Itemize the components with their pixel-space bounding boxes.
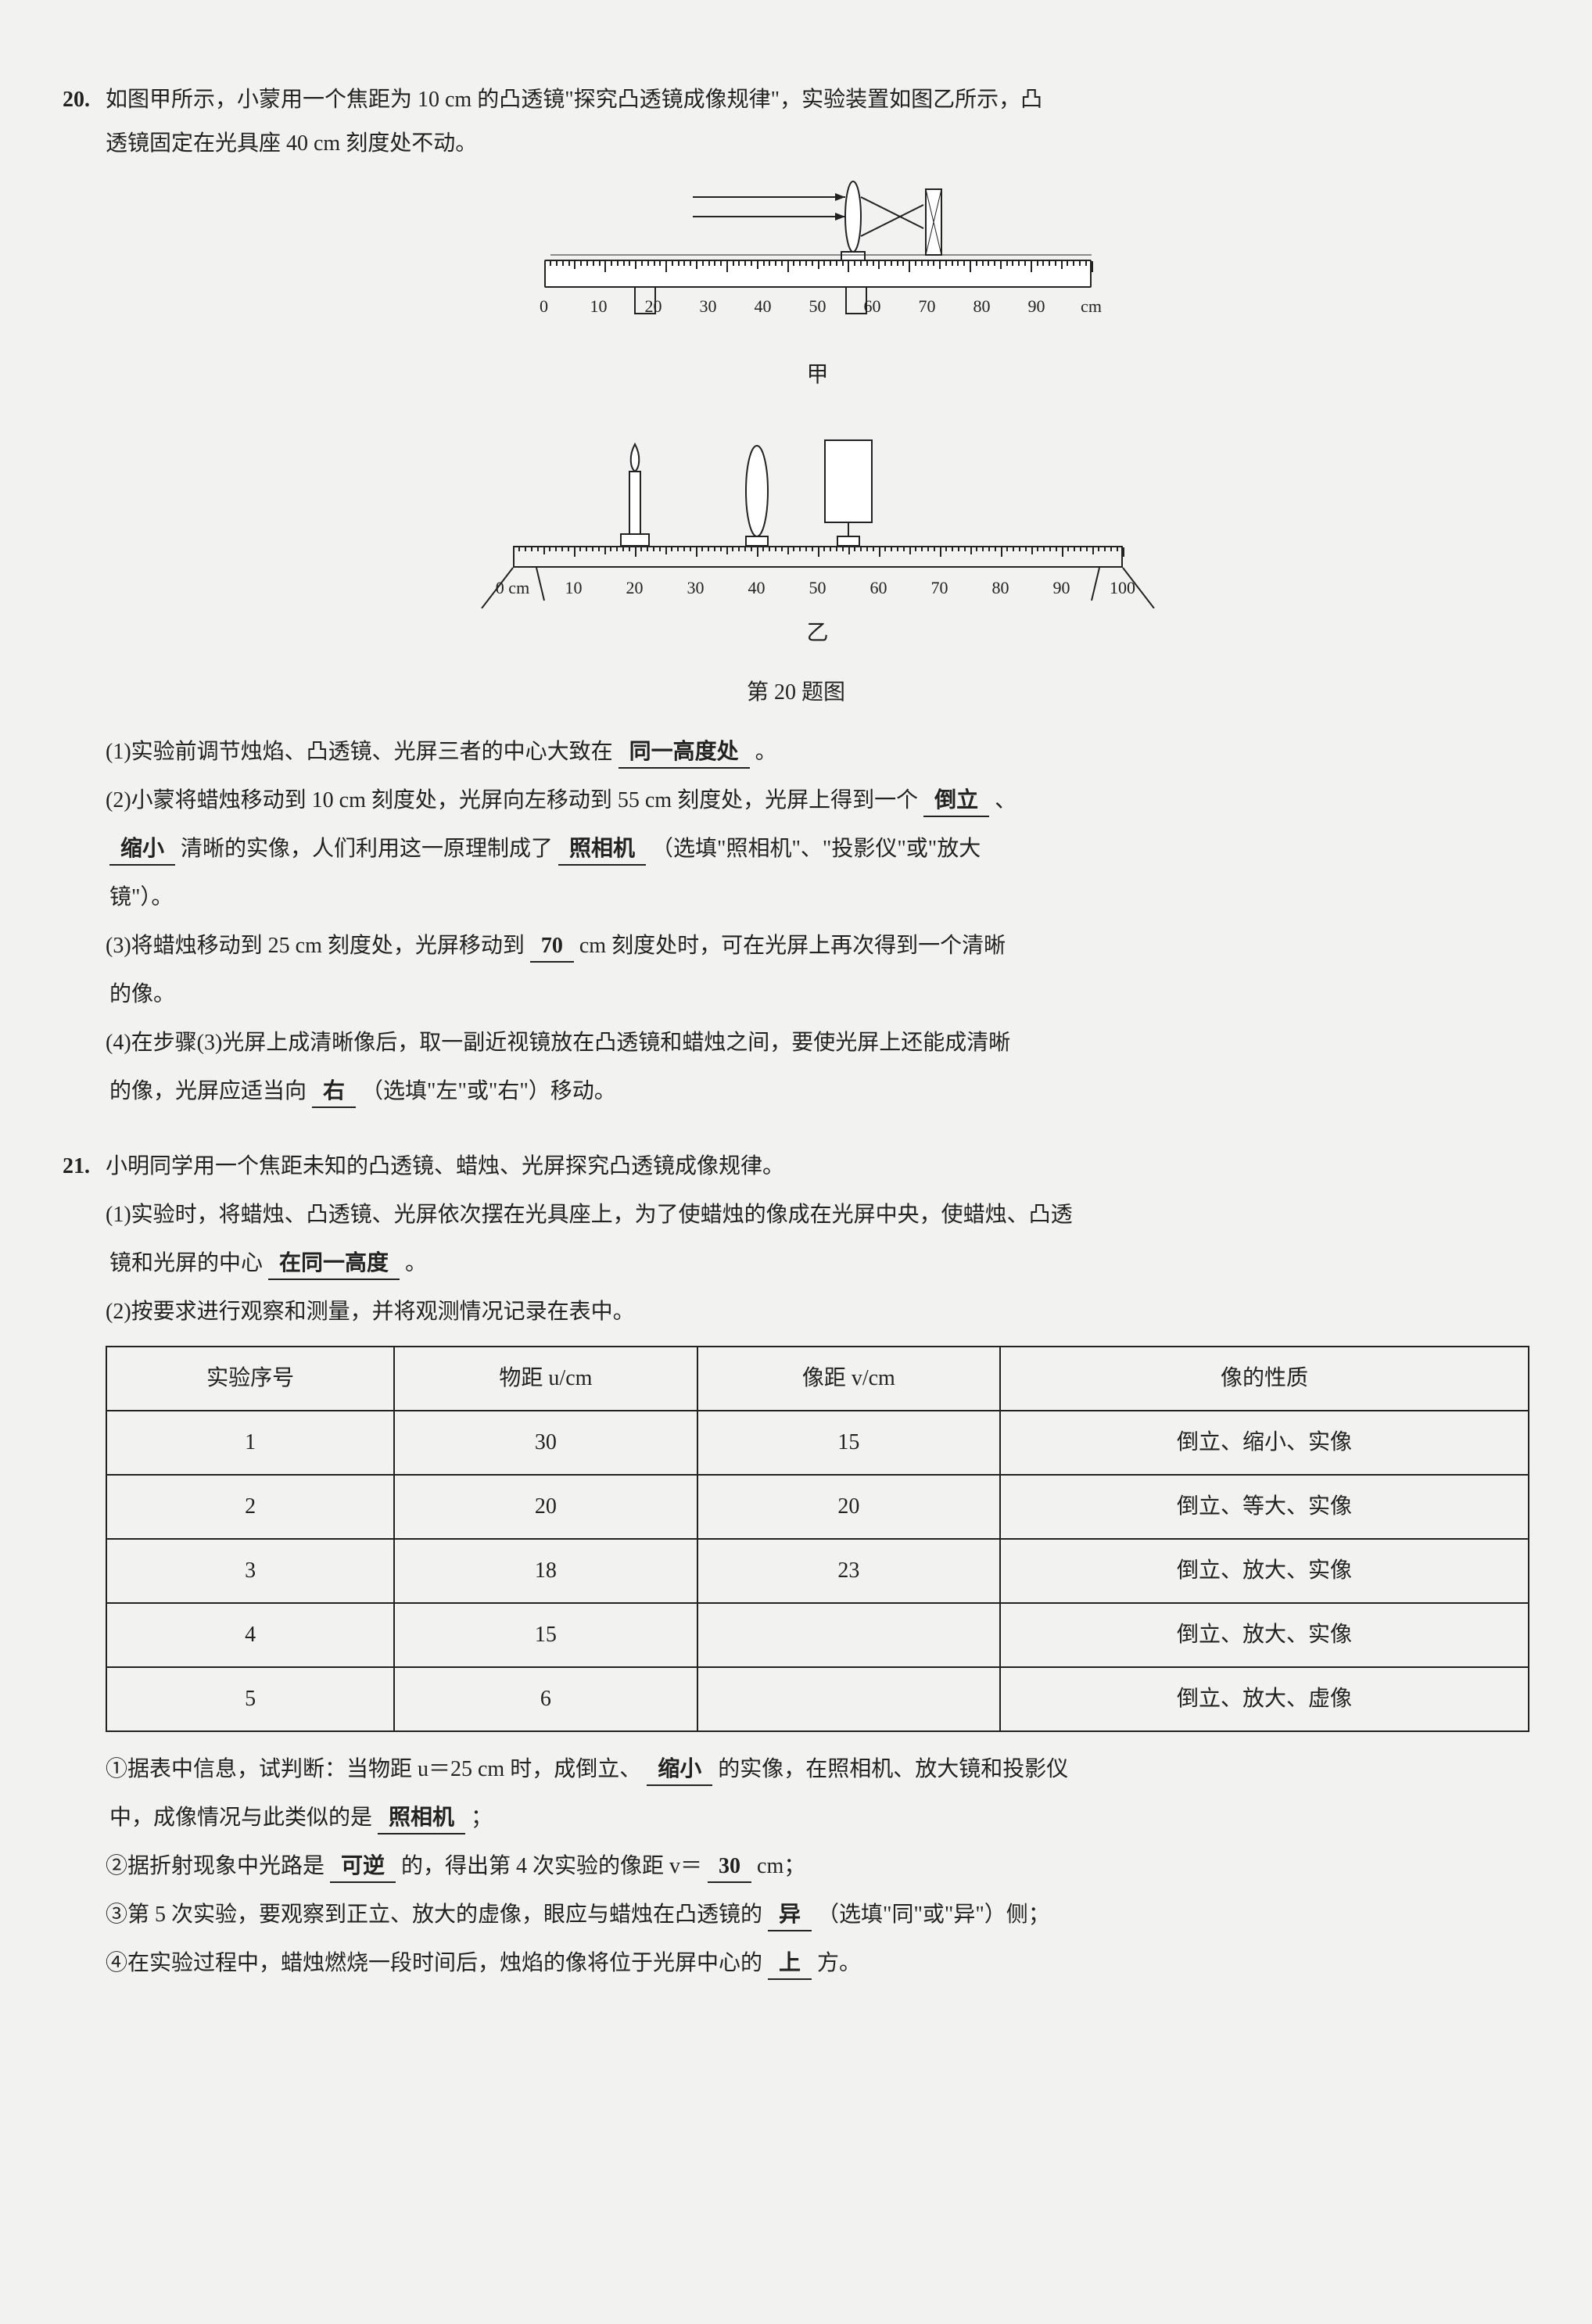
table-cell: 15 [697, 1411, 1000, 1475]
table-cell: 15 [394, 1603, 697, 1667]
q21-c4-ans: 上 [768, 1948, 812, 1980]
q21-c4-pre: ④在实验过程中，蜡烛燃烧一段时间后，烛焰的像将位于光屏中心的 [106, 1951, 762, 1975]
q21-c1: ①据表中信息，试判断：当物距 u＝25 cm 时，成倒立、 缩小 的实像，在照相… [63, 1748, 1529, 1791]
table-cell: 3 [106, 1539, 394, 1603]
q21-c2-ans1: 可逆 [330, 1851, 396, 1883]
table-cell: 倒立、缩小、实像 [1000, 1411, 1529, 1475]
q20-p3-ans: 70 [530, 931, 574, 963]
q20-p3-post: cm 刻度处时，可在光屏上再次得到一个清晰 [579, 934, 1006, 958]
table-cell: 4 [106, 1603, 394, 1667]
table-cell: 20 [394, 1475, 697, 1539]
q21-c1-mid: 的实像，在照相机、放大镜和投影仪 [718, 1757, 1068, 1781]
q20-p2-post2: 镜"）。 [109, 885, 173, 909]
q20-p4-l2pre: 的像，光屏应适当向 [109, 1079, 307, 1103]
table-cell: 2 [106, 1475, 394, 1539]
table-header: 实验序号 [106, 1347, 394, 1411]
q21-c1-l2pre: 中，成像情况与此类似的是 [109, 1806, 372, 1830]
q20-p1-pre: (1)实验前调节烛焰、凸透镜、光屏三者的中心大致在 [106, 740, 613, 764]
q20-p2-mid2: 清晰的实像，人们利用这一原理制成了 [181, 837, 553, 861]
q20-p4-ans: 右 [312, 1076, 356, 1108]
q20-p4-l2post: （选填"左"或"右"）移动。 [361, 1079, 616, 1103]
q20-stem-line2: 透镜固定在光具座 40 cm 刻度处不动。 [106, 131, 477, 156]
q20-p2-pre: (2)小蒙将蜡烛移动到 10 cm 刻度处，光屏向左移动到 55 cm 刻度处，… [106, 788, 918, 812]
q21-c2: ②据折射现象中光路是 可逆 的，得出第 4 次实验的像距 v＝ 30 cm； [63, 1845, 1529, 1888]
table-header: 物距 u/cm [394, 1347, 697, 1411]
q21-c2-post: cm； [757, 1854, 805, 1878]
q20-part3: (3)将蜡烛移动到 25 cm 刻度处，光屏移动到 70 cm 刻度处时，可在光… [63, 924, 1529, 968]
q20-part1: (1)实验前调节烛焰、凸透镜、光屏三者的中心大致在 同一高度处 。 [63, 730, 1529, 774]
q21-part2-text: (2)按要求进行观察和测量，并将观测情况记录在表中。 [63, 1290, 1529, 1334]
fig-jia-label: 甲 [106, 353, 1529, 397]
table-cell: 倒立、放大、实像 [1000, 1603, 1529, 1667]
q21-c4-post: 方。 [817, 1951, 861, 1975]
q21-p1-ans: 在同一高度 [268, 1248, 400, 1280]
table-header: 像距 v/cm [697, 1347, 1000, 1411]
figure-jia: 0102030405060708090cm 甲 [63, 174, 1529, 655]
table-cell [697, 1603, 1000, 1667]
q20-part4: (4)在步骤(3)光屏上成清晰像后，取一副近视镜放在凸透镜和蜡烛之间，要使光屏上… [63, 1021, 1529, 1065]
table-cell: 18 [394, 1539, 697, 1603]
table-cell: 倒立、放大、实像 [1000, 1539, 1529, 1603]
fig-yi-label: 乙 [106, 611, 1529, 655]
q21-table: 实验序号物距 u/cm像距 v/cm像的性质 13015倒立、缩小、实像2202… [106, 1346, 1529, 1732]
table-cell: 倒立、放大、虚像 [1000, 1667, 1529, 1731]
q21-c1-ans2: 照相机 [378, 1802, 465, 1834]
q20-p2-mid1: 、 [995, 788, 1017, 812]
q21-c1-ans1: 缩小 [647, 1754, 712, 1786]
q21-c2-ans2: 30 [708, 1851, 751, 1883]
table-row: 31823倒立、放大、实像 [106, 1539, 1529, 1603]
q20-part2: (2)小蒙将蜡烛移动到 10 cm 刻度处，光屏向左移动到 55 cm 刻度处，… [63, 779, 1529, 823]
q21-c3-ans: 异 [768, 1899, 812, 1931]
table-cell: 6 [394, 1667, 697, 1731]
question-20: 20. 如图甲所示，小蒙用一个焦距为 10 cm 的凸透镜"探究凸透镜成像规律"… [63, 78, 1529, 1114]
table-cell: 1 [106, 1411, 394, 1475]
q20-p2-ans1: 倒立 [923, 785, 989, 817]
q21-c3: ③第 5 次实验，要观察到正立、放大的虚像，眼应与蜡烛在凸透镜的 异 （选填"同… [63, 1893, 1529, 1937]
table-row: 415 倒立、放大、实像 [106, 1603, 1529, 1667]
q21-c1-l2post: ； [471, 1806, 493, 1830]
q20-number: 20. [63, 78, 106, 122]
q21-p1-l2post: 。 [405, 1251, 427, 1275]
table-cell [697, 1667, 1000, 1731]
q21-c3-pre: ③第 5 次实验，要观察到正立、放大的虚像，眼应与蜡烛在凸透镜的 [106, 1903, 762, 1927]
q21-c2-mid: 的，得出第 4 次实验的像距 v＝ [401, 1854, 702, 1878]
q21-p1-pre: (1)实验时，将蜡烛、凸透镜、光屏依次摆在光具座上，为了使蜡烛的像成在光屏中央，… [106, 1203, 1073, 1227]
q21-c1-pre: ①据表中信息，试判断：当物距 u＝25 cm 时，成倒立、 [106, 1748, 641, 1791]
q21-p1-l2pre: 镜和光屏的中心 [109, 1251, 263, 1275]
table-header: 像的性质 [1000, 1347, 1529, 1411]
question-21: 21. 小明同学用一个焦距未知的凸透镜、蜡烛、光屏探究凸透镜成像规律。 (1)实… [63, 1145, 1529, 1985]
q20-p1-ans: 同一高度处 [619, 737, 750, 769]
q21-number: 21. [63, 1145, 106, 1189]
table-row: 22020倒立、等大、实像 [106, 1475, 1529, 1539]
q21-c3-post: （选填"同"或"异"）侧； [817, 1903, 1050, 1927]
fig20-caption: 第 20 题图 [63, 671, 1529, 715]
table-cell: 23 [697, 1539, 1000, 1603]
q20-p2-ans2: 缩小 [109, 834, 175, 866]
table-row: 56 倒立、放大、虚像 [106, 1667, 1529, 1731]
q20-p3-post2: 的像。 [109, 982, 175, 1006]
q21-c4: ④在实验过程中，蜡烛燃烧一段时间后，烛焰的像将位于光屏中心的 上 方。 [63, 1942, 1529, 1985]
table-row: 13015倒立、缩小、实像 [106, 1411, 1529, 1475]
q21-stem: 小明同学用一个焦距未知的凸透镜、蜡烛、光屏探究凸透镜成像规律。 [106, 1154, 784, 1178]
q20-stem-line1: 如图甲所示，小蒙用一个焦距为 10 cm 的凸透镜"探究凸透镜成像规律"，实验装… [106, 88, 1042, 112]
table-cell: 倒立、等大、实像 [1000, 1475, 1529, 1539]
q20-p3-pre: (3)将蜡烛移动到 25 cm 刻度处，光屏移动到 [106, 934, 525, 958]
q20-p4-pre: (4)在步骤(3)光屏上成清晰像后，取一副近视镜放在凸透镜和蜡烛之间，要使光屏上… [106, 1031, 1010, 1055]
q21-c2-pre: ②据折射现象中光路是 [106, 1854, 324, 1878]
q20-p1-post: 。 [755, 740, 777, 764]
table-cell: 5 [106, 1667, 394, 1731]
table-cell: 20 [697, 1475, 1000, 1539]
q21-part1: (1)实验时，将蜡烛、凸透镜、光屏依次摆在光具座上，为了使蜡烛的像成在光屏中央，… [63, 1193, 1529, 1237]
table-cell: 30 [394, 1411, 697, 1475]
q20-p2-ans3: 照相机 [558, 834, 646, 866]
q20-p2-post: （选填"照相机"、"投影仪"或"放大 [651, 837, 981, 861]
